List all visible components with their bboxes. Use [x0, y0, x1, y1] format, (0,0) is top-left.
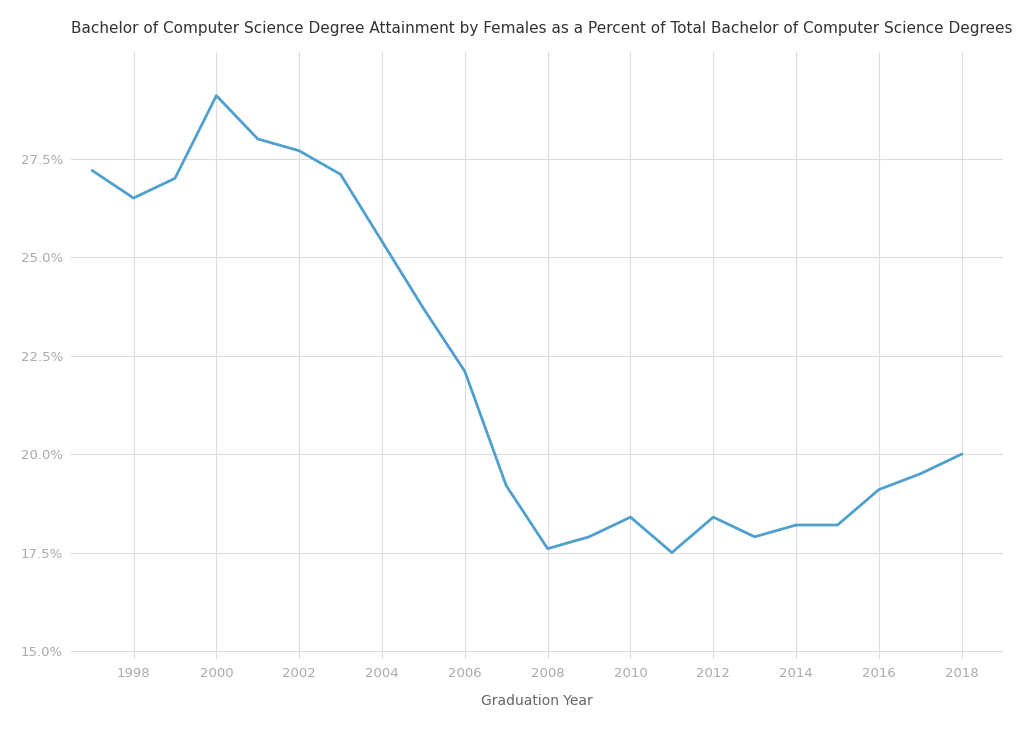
- Text: Bachelor of Computer Science Degree Attainment by Females as a Percent of Total : Bachelor of Computer Science Degree Atta…: [72, 21, 1013, 36]
- X-axis label: Graduation Year: Graduation Year: [481, 694, 593, 708]
